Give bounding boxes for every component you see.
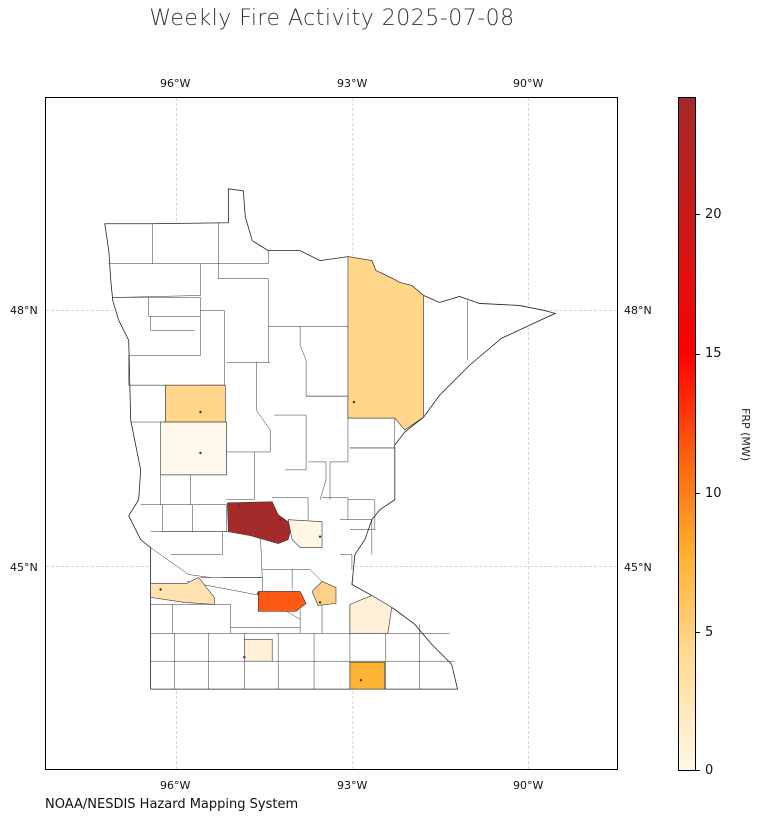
- fire-points: [159, 400, 363, 682]
- colorbar-tick-20: 20: [705, 207, 722, 222]
- map-title: Weekly Fire Activity 2025-07-08: [149, 6, 515, 31]
- lat-tick-right-45: 45°N: [624, 561, 652, 574]
- county-watonwan: [244, 638, 273, 662]
- county-norman: [165, 384, 226, 423]
- colorbar-tick-0: 0: [705, 763, 714, 778]
- fire-counties: [150, 256, 424, 690]
- colorbar: [678, 97, 696, 771]
- colorbar-label: FRP (MW): [739, 408, 752, 462]
- county-dakota: [311, 581, 337, 606]
- lon-tick-bottom-93: 93°W: [337, 779, 368, 792]
- lon-tick-bottom-90: 90°W: [513, 779, 544, 792]
- lat-tick-left-48: 48°N: [10, 304, 38, 317]
- lon-tick-top-96: 96°W: [160, 77, 191, 90]
- lon-tick-top-93: 93°W: [337, 77, 368, 90]
- county-sibley: [257, 591, 307, 612]
- lon-tick-top-90: 90°W: [513, 77, 544, 90]
- map-panel: [45, 97, 618, 770]
- colorbar-tick-10: 10: [705, 486, 722, 501]
- county-stearns: [227, 501, 293, 544]
- county-goodhue: [349, 595, 393, 634]
- lon-tick-bottom-96: 96°W: [160, 779, 191, 792]
- colorbar-tick-15: 15: [705, 346, 722, 361]
- county-freeborn: [349, 661, 386, 690]
- data-source-credit: NOAA/NESDIS Hazard Mapping System: [45, 797, 299, 812]
- county-st-louis: [347, 256, 424, 431]
- colorbar-tick-5: 5: [705, 625, 714, 640]
- county-yellow-medicine: [150, 577, 215, 605]
- county-sherburne: [287, 519, 323, 548]
- county-clay: [160, 421, 227, 476]
- lat-tick-left-45: 45°N: [10, 561, 38, 574]
- county-map: [46, 98, 617, 769]
- lat-tick-right-48: 48°N: [624, 304, 652, 317]
